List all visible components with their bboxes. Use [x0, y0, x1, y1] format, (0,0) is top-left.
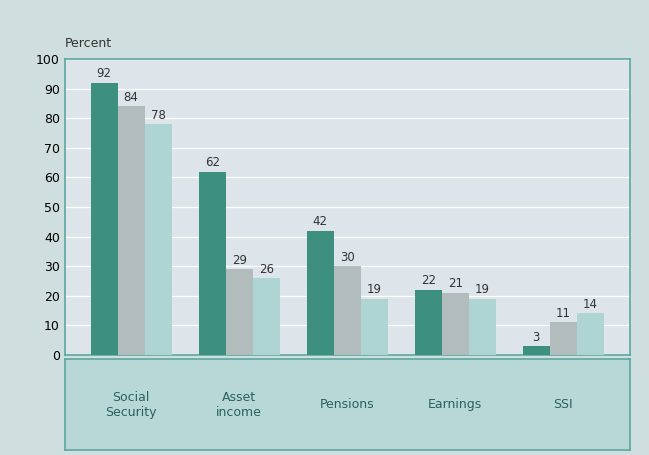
- Text: SSI: SSI: [554, 399, 573, 411]
- Text: Asset
income: Asset income: [216, 391, 262, 419]
- Text: Social
Security: Social Security: [105, 391, 157, 419]
- Bar: [117, 106, 145, 355]
- Text: 30: 30: [340, 251, 354, 264]
- Text: 3: 3: [533, 331, 540, 344]
- Bar: [442, 293, 469, 355]
- Bar: [577, 313, 604, 355]
- Text: 19: 19: [367, 283, 382, 296]
- Text: 19: 19: [475, 283, 490, 296]
- Text: 84: 84: [124, 91, 138, 104]
- Text: Pensions: Pensions: [320, 399, 374, 411]
- Bar: [361, 299, 387, 355]
- Text: 62: 62: [204, 156, 219, 169]
- Text: 26: 26: [259, 263, 274, 276]
- Bar: [226, 269, 252, 355]
- Text: 21: 21: [448, 278, 463, 290]
- Bar: [523, 346, 550, 355]
- Text: 78: 78: [151, 109, 165, 122]
- Bar: [469, 299, 496, 355]
- Bar: [307, 231, 334, 355]
- Text: 11: 11: [556, 307, 571, 320]
- Text: 22: 22: [421, 274, 435, 288]
- Bar: [145, 124, 171, 355]
- Text: 29: 29: [232, 254, 247, 267]
- Text: 92: 92: [97, 67, 112, 81]
- Text: 42: 42: [313, 215, 328, 228]
- Text: Percent: Percent: [65, 37, 112, 50]
- Bar: [91, 83, 117, 355]
- Bar: [252, 278, 280, 355]
- Bar: [550, 322, 577, 355]
- Bar: [334, 266, 361, 355]
- Text: 14: 14: [583, 298, 598, 311]
- Bar: [415, 290, 442, 355]
- Bar: [199, 172, 226, 355]
- Text: Earnings: Earnings: [428, 399, 482, 411]
